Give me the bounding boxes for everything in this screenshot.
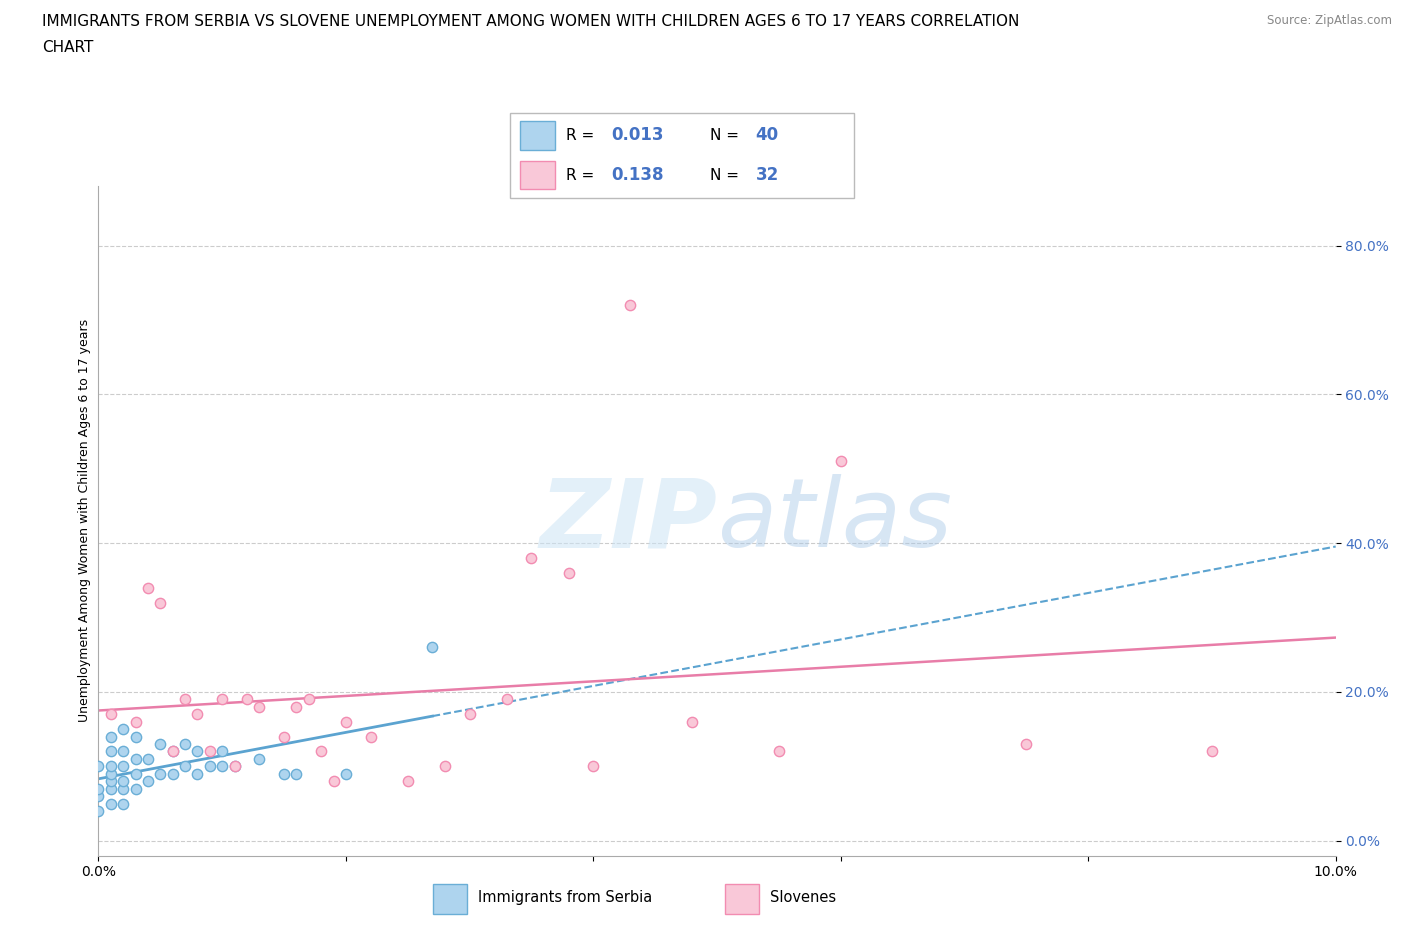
Point	[198, 759, 221, 774]
Point	[360, 729, 382, 744]
Point	[422, 640, 444, 655]
Point	[100, 707, 122, 722]
Point	[309, 744, 332, 759]
FancyBboxPatch shape	[520, 161, 555, 190]
Point	[149, 766, 172, 781]
Point	[124, 766, 146, 781]
Point	[582, 759, 605, 774]
Point	[100, 744, 122, 759]
Point	[87, 804, 110, 818]
Point	[495, 692, 517, 707]
Point	[100, 766, 122, 781]
Point	[124, 714, 146, 729]
Text: atlas: atlas	[717, 474, 952, 567]
Point	[124, 781, 146, 796]
Point	[186, 766, 208, 781]
Point	[198, 744, 221, 759]
Point	[285, 766, 308, 781]
Point	[247, 751, 270, 766]
Point	[273, 766, 295, 781]
Point	[211, 744, 233, 759]
Point	[174, 692, 197, 707]
Text: IMMIGRANTS FROM SERBIA VS SLOVENE UNEMPLOYMENT AMONG WOMEN WITH CHILDREN AGES 6 : IMMIGRANTS FROM SERBIA VS SLOVENE UNEMPL…	[42, 14, 1019, 29]
Point	[112, 744, 135, 759]
Point	[335, 766, 357, 781]
Text: Source: ZipAtlas.com: Source: ZipAtlas.com	[1267, 14, 1392, 27]
Point	[1201, 744, 1223, 759]
Text: R =: R =	[565, 167, 599, 182]
Point	[830, 454, 852, 469]
Point	[335, 714, 357, 729]
Point	[433, 759, 456, 774]
Point	[162, 766, 184, 781]
Point	[174, 737, 197, 751]
Point	[112, 796, 135, 811]
Text: N =: N =	[710, 128, 744, 143]
FancyBboxPatch shape	[520, 121, 555, 150]
Point	[619, 298, 641, 312]
Point	[681, 714, 703, 729]
Point	[224, 759, 246, 774]
Point	[186, 707, 208, 722]
Point	[247, 699, 270, 714]
Text: 32: 32	[756, 166, 779, 184]
Point	[396, 774, 419, 789]
Point	[236, 692, 259, 707]
Point	[100, 796, 122, 811]
Point	[87, 789, 110, 804]
Point	[298, 692, 321, 707]
Point	[100, 774, 122, 789]
Point	[112, 774, 135, 789]
Text: 40: 40	[756, 126, 779, 144]
Point	[124, 729, 146, 744]
Point	[458, 707, 481, 722]
Point	[124, 751, 146, 766]
Point	[136, 774, 159, 789]
Point	[149, 737, 172, 751]
Point	[224, 759, 246, 774]
Point	[211, 692, 233, 707]
Point	[87, 781, 110, 796]
Point	[162, 744, 184, 759]
Point	[273, 729, 295, 744]
FancyBboxPatch shape	[509, 113, 855, 198]
Point	[136, 580, 159, 595]
Text: Immigrants from Serbia: Immigrants from Serbia	[478, 890, 652, 905]
Text: 0.138: 0.138	[612, 166, 664, 184]
Text: ZIP: ZIP	[538, 474, 717, 567]
Text: Slovenes: Slovenes	[770, 890, 837, 905]
Point	[211, 759, 233, 774]
Point	[112, 781, 135, 796]
Point	[136, 751, 159, 766]
Point	[112, 759, 135, 774]
FancyBboxPatch shape	[433, 884, 467, 913]
Point	[100, 729, 122, 744]
Point	[87, 759, 110, 774]
Point	[557, 565, 579, 580]
Point	[162, 744, 184, 759]
Point	[1015, 737, 1038, 751]
Point	[285, 699, 308, 714]
Text: R =: R =	[565, 128, 599, 143]
Point	[520, 551, 543, 565]
Text: CHART: CHART	[42, 40, 94, 55]
Text: N =: N =	[710, 167, 744, 182]
FancyBboxPatch shape	[725, 884, 759, 913]
Y-axis label: Unemployment Among Women with Children Ages 6 to 17 years: Unemployment Among Women with Children A…	[79, 319, 91, 723]
Point	[322, 774, 344, 789]
Point	[186, 744, 208, 759]
Text: 0.013: 0.013	[612, 126, 664, 144]
Point	[112, 722, 135, 737]
Point	[100, 759, 122, 774]
Point	[768, 744, 790, 759]
Point	[149, 595, 172, 610]
Point	[174, 759, 197, 774]
Point	[100, 781, 122, 796]
